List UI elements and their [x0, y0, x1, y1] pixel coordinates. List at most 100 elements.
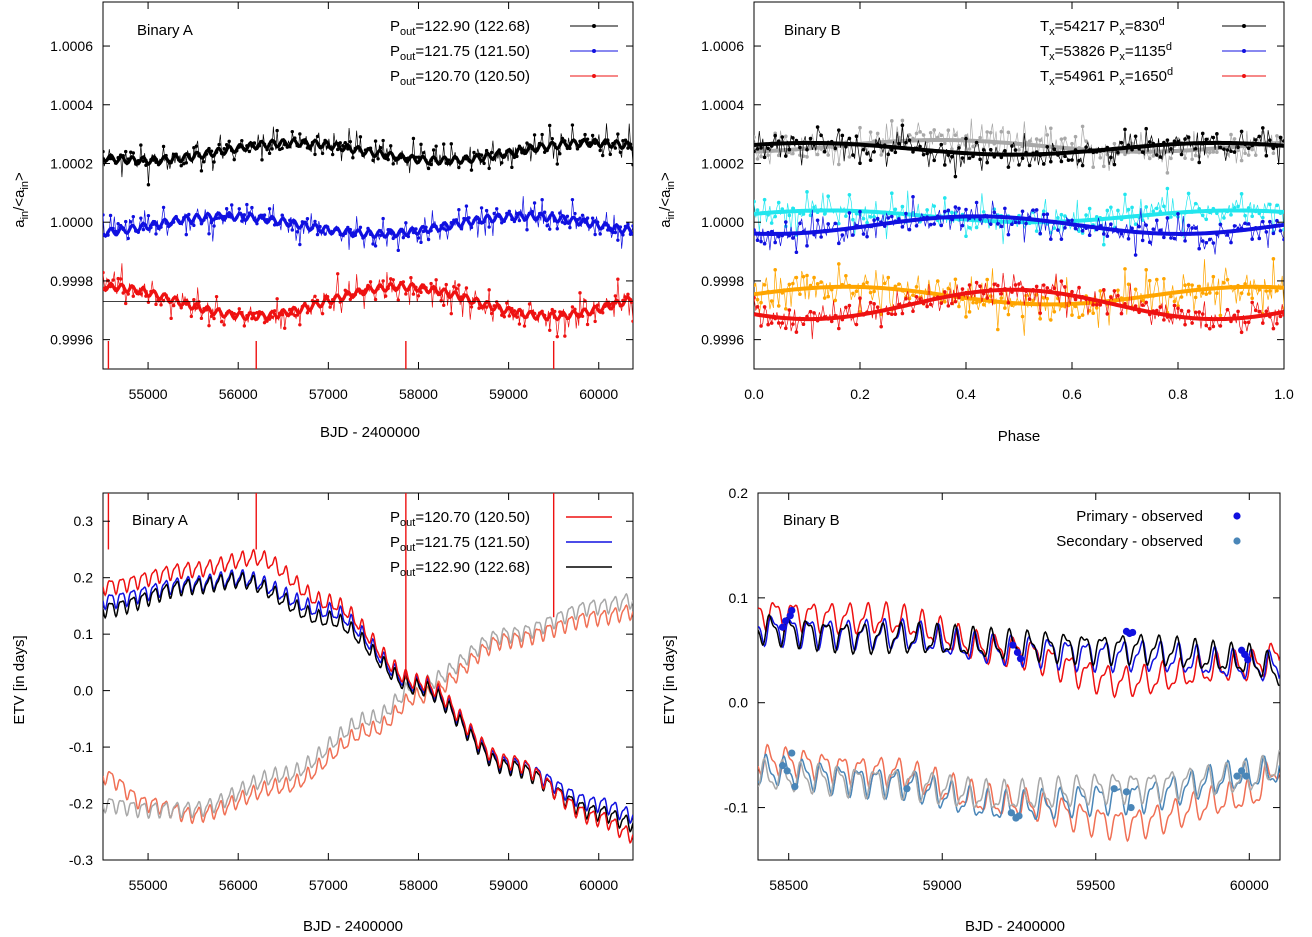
data-point — [608, 302, 612, 307]
data-point — [875, 216, 880, 221]
data-point — [136, 230, 141, 234]
data-point — [144, 294, 148, 298]
data-point — [250, 144, 254, 148]
data-point — [1190, 226, 1194, 230]
data-point — [336, 227, 340, 232]
data-point — [1045, 286, 1050, 290]
data-point — [550, 307, 554, 312]
data-point — [1218, 145, 1223, 150]
data-point — [1165, 186, 1170, 191]
data-point — [1215, 317, 1219, 321]
data-point — [1193, 295, 1198, 300]
data-point — [911, 293, 915, 297]
data-point — [573, 139, 577, 143]
data-point — [1126, 207, 1131, 212]
data-point — [1059, 212, 1064, 217]
data-point — [1126, 143, 1131, 147]
data-point — [601, 153, 605, 158]
data-point — [525, 141, 529, 145]
data-point — [343, 140, 347, 145]
data-point — [1003, 306, 1007, 310]
data-point — [548, 123, 552, 128]
data-point — [1278, 211, 1283, 215]
data-point — [999, 291, 1004, 296]
data-point — [520, 151, 524, 155]
data-point — [464, 204, 469, 208]
data-point — [1190, 210, 1194, 214]
data-point — [1144, 300, 1148, 305]
data-point — [791, 206, 795, 211]
data-point — [1041, 209, 1046, 213]
data-point — [791, 322, 795, 326]
plot-frame — [753, 1, 1285, 370]
y-tick-label: -0.1 — [69, 739, 93, 755]
data-point — [293, 136, 297, 140]
legend-label: Primary - observed — [1076, 508, 1203, 525]
data-point — [502, 219, 506, 223]
data-point — [462, 293, 466, 297]
data-point — [618, 150, 623, 154]
data-point — [631, 224, 633, 228]
data-point — [356, 146, 360, 150]
data-point — [925, 151, 929, 156]
data-point — [139, 216, 143, 220]
x-tick-label: 55000 — [129, 877, 168, 893]
data-point — [527, 143, 532, 147]
data-point — [409, 228, 413, 232]
data-point — [1017, 220, 1021, 225]
data-point — [368, 232, 373, 237]
data-point — [1225, 209, 1230, 214]
data-point — [914, 294, 919, 299]
data-point — [411, 136, 416, 141]
data-point — [1211, 324, 1216, 329]
data-point — [755, 305, 760, 309]
data-point — [199, 316, 204, 321]
data-point — [626, 292, 630, 297]
data-point — [260, 158, 264, 162]
data-point — [928, 302, 933, 307]
data-point — [507, 149, 512, 153]
legend-label: Pout=122.90 (122.68) — [390, 559, 530, 579]
data-point — [787, 213, 792, 218]
data-point — [798, 316, 802, 321]
data-point — [585, 137, 590, 141]
data-point — [798, 292, 802, 297]
data-point — [1137, 147, 1141, 151]
data-point — [548, 328, 552, 332]
data-point — [1123, 152, 1127, 157]
data-point — [999, 155, 1004, 160]
data-point — [1222, 147, 1226, 151]
data-point — [580, 314, 585, 318]
data-point — [992, 210, 997, 215]
data-point — [858, 296, 862, 301]
series-mean-line — [754, 214, 1284, 236]
data-point — [553, 142, 557, 146]
data-point — [545, 318, 549, 322]
data-point — [1232, 313, 1237, 318]
data-point — [1271, 231, 1276, 236]
data-point — [847, 136, 852, 141]
data-point — [1059, 279, 1064, 283]
data-point — [288, 218, 292, 223]
data-point — [1208, 237, 1212, 242]
data-point — [1268, 138, 1272, 142]
data-point — [598, 148, 602, 153]
data-point — [1204, 240, 1209, 245]
data-point — [194, 212, 199, 217]
x-tick-label: 59000 — [489, 877, 528, 893]
data-point — [776, 234, 781, 239]
data-point — [1236, 145, 1240, 150]
data-point — [826, 317, 830, 321]
data-point — [1253, 226, 1258, 230]
data-point — [1063, 285, 1067, 289]
data-point — [419, 240, 423, 245]
x-tick-label: 59500 — [1076, 877, 1115, 893]
data-point — [1176, 306, 1180, 311]
data-point — [925, 208, 929, 212]
data-point — [776, 200, 781, 205]
plot-frame — [757, 492, 1281, 861]
data-point — [960, 297, 965, 302]
data-point — [164, 293, 168, 297]
y-tick-label: -0.3 — [69, 852, 93, 868]
data-point — [1193, 201, 1198, 206]
